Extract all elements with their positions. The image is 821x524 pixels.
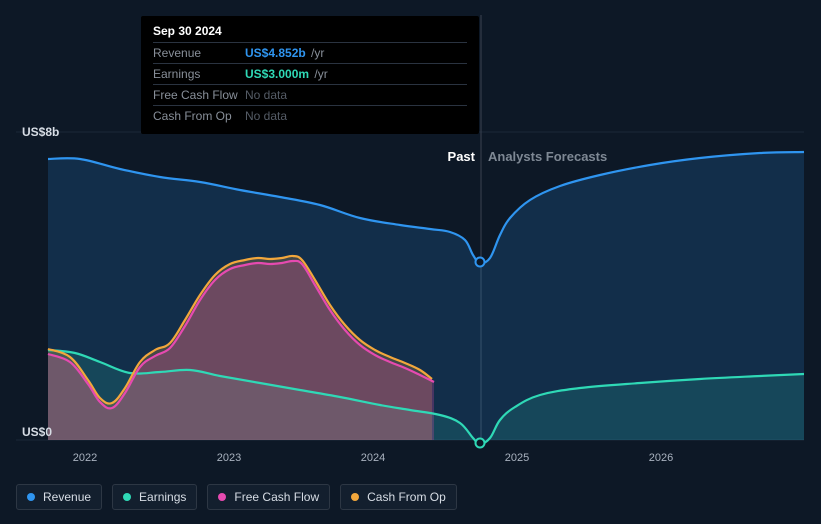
tooltip-row-label: Revenue [153,46,245,60]
legend-label: Free Cash Flow [234,490,319,504]
x-axis-tick: 2022 [73,452,97,464]
tooltip-row-label: Free Cash Flow [153,88,245,102]
legend-item-fcf[interactable]: Free Cash Flow [207,484,330,510]
tooltip-row-value: No data [245,109,287,123]
y-axis-max: US$8b [22,125,59,139]
marker-earnings [476,439,485,448]
past-region-label: Past [448,149,475,164]
legend-label: Revenue [43,490,91,504]
tooltip-row: Cash From OpNo data [153,106,467,126]
legend-label: Cash From Op [367,490,446,504]
tooltip-row-unit: /yr [308,46,325,60]
legend-dot-icon [27,493,35,501]
legend-item-earnings[interactable]: Earnings [112,484,197,510]
marker-revenue [476,258,485,267]
tooltip-row: Free Cash FlowNo data [153,85,467,106]
legend-dot-icon [123,493,131,501]
tooltip-row-value: US$4.852b /yr [245,46,324,60]
tooltip-row-unit: /yr [311,67,328,81]
forecast-region-label: Analysts Forecasts [488,149,607,164]
x-axis-tick: 2024 [361,452,385,464]
legend-dot-icon [218,493,226,501]
tooltip-row-value: No data [245,88,287,102]
data-tooltip: Sep 30 2024 RevenueUS$4.852b /yrEarnings… [141,16,479,134]
tooltip-row: EarningsUS$3.000m /yr [153,64,467,85]
tooltip-row-label: Cash From Op [153,109,245,123]
chart-container: US$8b US$0 2022 2023 2024 2025 2026 Past Ana… [0,0,821,524]
tooltip-row: RevenueUS$4.852b /yr [153,43,467,64]
y-axis-min: US$0 [22,425,52,439]
legend-item-revenue[interactable]: Revenue [16,484,102,510]
legend-label: Earnings [139,490,186,504]
x-axis-tick: 2026 [649,452,673,464]
legend: Revenue Earnings Free Cash Flow Cash From O… [16,484,457,510]
legend-item-cfo[interactable]: Cash From Op [340,484,457,510]
tooltip-row-label: Earnings [153,67,245,81]
tooltip-row-value: US$3.000m /yr [245,67,328,81]
legend-dot-icon [351,493,359,501]
x-axis-tick: 2025 [505,452,529,464]
tooltip-date: Sep 30 2024 [153,24,467,43]
x-axis-tick: 2023 [217,452,241,464]
